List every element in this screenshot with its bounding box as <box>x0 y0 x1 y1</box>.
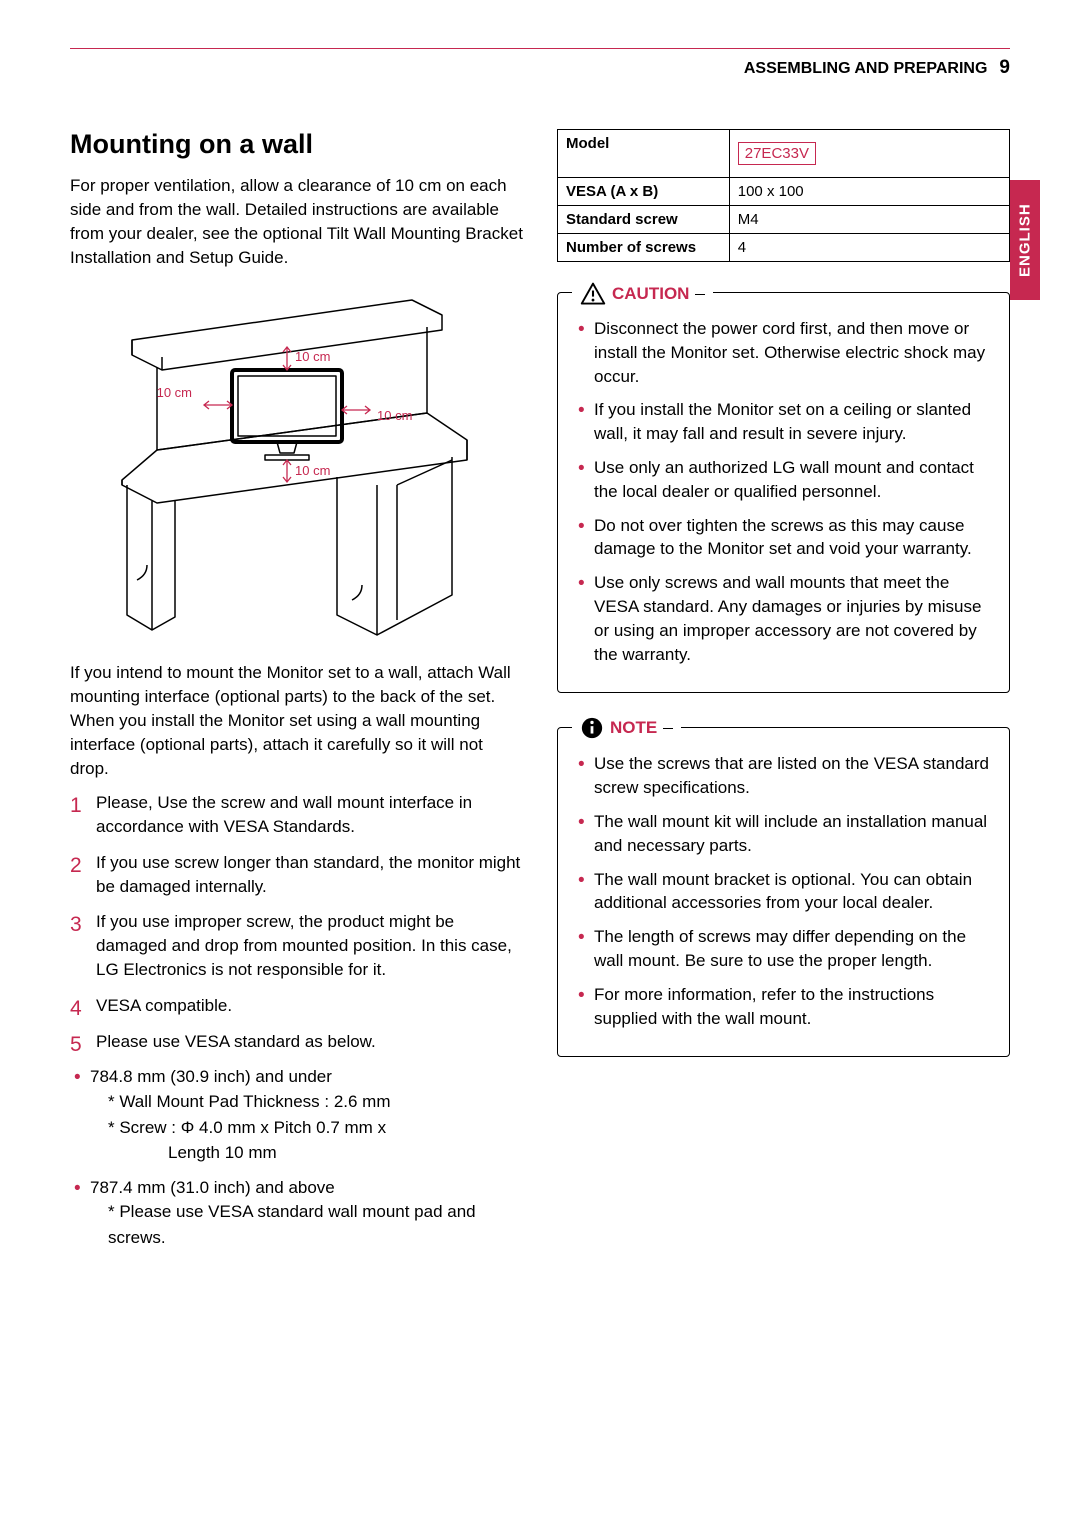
table-label: Model <box>558 130 730 178</box>
paragraph-2: If you intend to mount the Monitor set t… <box>70 661 523 709</box>
clearance-top: 10 cm <box>295 349 330 364</box>
note-box: NOTE Use the screws that are listed on t… <box>557 727 1010 1057</box>
list-item: The length of screws may differ dependin… <box>574 925 993 973</box>
list-item: If you use screw longer than standard, t… <box>70 851 523 899</box>
model-value: 27EC33V <box>738 142 816 165</box>
note-icon <box>580 716 604 740</box>
table-label: VESA (A x B) <box>558 178 730 206</box>
spec-table: Model 27EC33V VESA (A x B) 100 x 100 Sta… <box>557 129 1010 262</box>
intro-paragraph: For proper ventilation, allow a clearanc… <box>70 174 523 271</box>
clearance-left: 10 cm <box>156 385 191 400</box>
table-value: 100 x 100 <box>729 178 1009 206</box>
caution-list: Disconnect the power cord first, and the… <box>574 317 993 666</box>
table-value: M4 <box>729 206 1009 234</box>
list-item: Use only an authorized LG wall mount and… <box>574 456 993 504</box>
paragraph-3: When you install the Monitor set using a… <box>70 709 523 781</box>
table-label: Standard screw <box>558 206 730 234</box>
list-item: Do not over tighten the screws as this m… <box>574 514 993 562</box>
numbered-list: Please, Use the screw and wall mount int… <box>70 791 523 1053</box>
page-title: Mounting on a wall <box>70 129 523 160</box>
list-item: Please use VESA standard as below. <box>70 1030 523 1054</box>
caution-title: CAUTION <box>612 284 689 304</box>
table-label: Number of screws <box>558 234 730 262</box>
list-item: For more information, refer to the instr… <box>574 983 993 1031</box>
clearance-right: 10 cm <box>377 408 412 423</box>
page-number: 9 <box>999 57 1010 79</box>
clearance-illustration: 10 cm 10 cm 10 cm 10 cm <box>70 285 523 645</box>
note-list: Use the screws that are listed on the VE… <box>574 752 993 1030</box>
section-title: ASSEMBLING AND PREPARING <box>744 60 988 78</box>
language-tab: ENGLISH <box>1010 180 1040 300</box>
list-item: The wall mount kit will include an insta… <box>574 810 993 858</box>
vesa-spec-item: 784.8 mm (30.9 inch) and under * Wall Mo… <box>70 1065 523 1165</box>
clearance-bottom: 10 cm <box>295 463 330 478</box>
vesa-spec-list: 784.8 mm (30.9 inch) and under * Wall Mo… <box>70 1065 523 1250</box>
page-header: ASSEMBLING AND PREPARING 9 <box>70 57 1010 79</box>
vesa-spec-item: 787.4 mm (31.0 inch) and above * Please … <box>70 1176 523 1251</box>
left-column: Mounting on a wall For proper ventilatio… <box>70 129 523 1260</box>
content-columns: Mounting on a wall For proper ventilatio… <box>70 129 1010 1260</box>
list-item: Use the screws that are listed on the VE… <box>574 752 993 800</box>
list-item: If you use improper screw, the product m… <box>70 910 523 981</box>
table-value: 27EC33V <box>729 130 1009 178</box>
list-item: Please, Use the screw and wall mount int… <box>70 791 523 839</box>
table-value: 4 <box>729 234 1009 262</box>
header-rule <box>70 48 1010 49</box>
list-item: VESA compatible. <box>70 994 523 1018</box>
caution-icon <box>580 281 606 307</box>
list-item: If you install the Monitor set on a ceil… <box>574 398 993 446</box>
list-item: The wall mount bracket is optional. You … <box>574 868 993 916</box>
list-item: Disconnect the power cord first, and the… <box>574 317 993 388</box>
note-title: NOTE <box>610 718 657 738</box>
right-column: Model 27EC33V VESA (A x B) 100 x 100 Sta… <box>557 129 1010 1260</box>
page: ASSEMBLING AND PREPARING 9 ENGLISH Mount… <box>0 0 1080 1524</box>
list-item: Use only screws and wall mounts that mee… <box>574 571 993 666</box>
caution-box: CAUTION Disconnect the power cord first,… <box>557 292 1010 693</box>
